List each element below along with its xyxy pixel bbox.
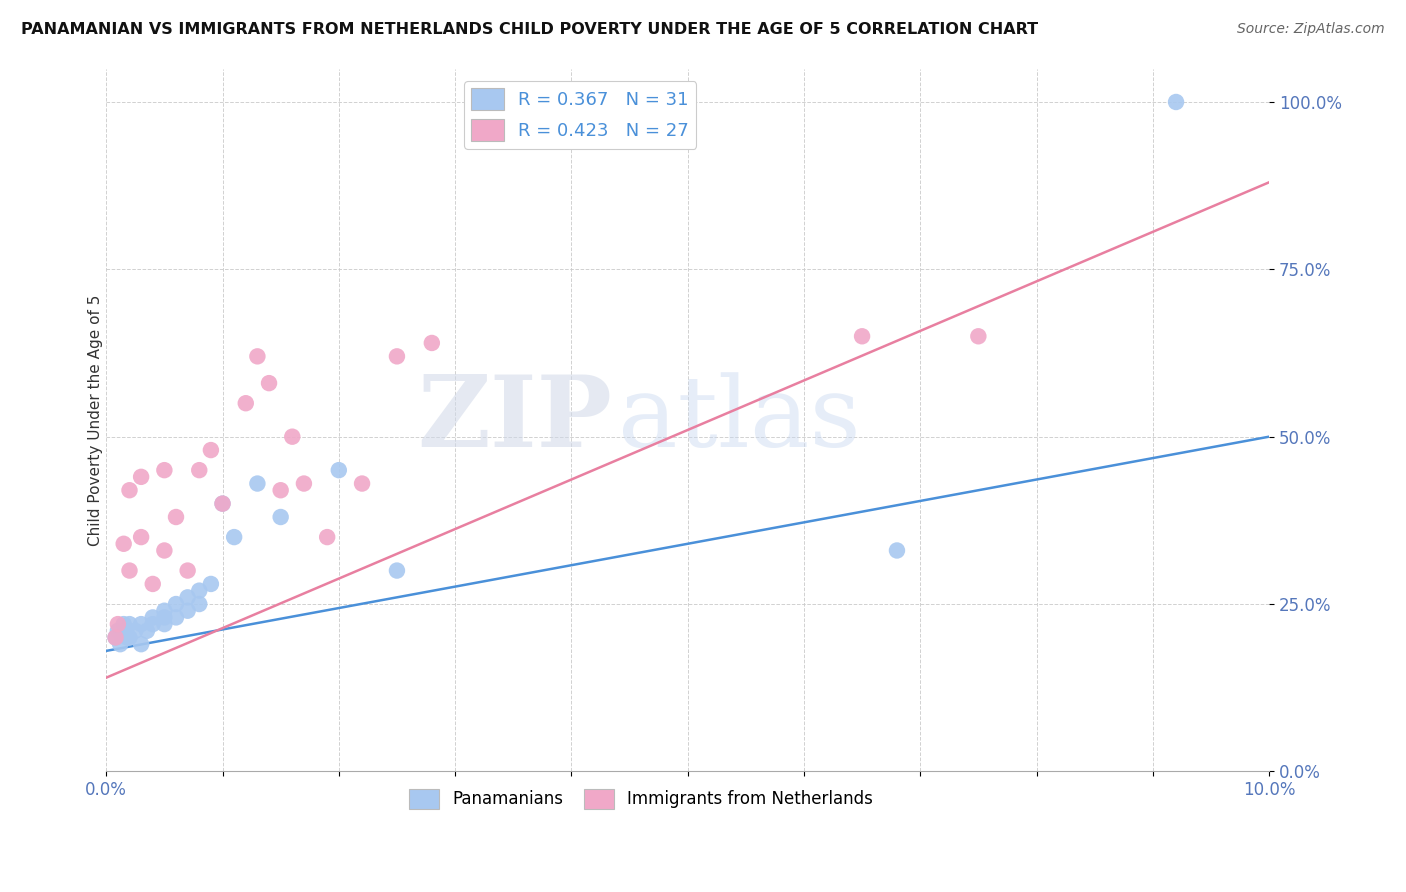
Point	[188, 463, 211, 477]
Point	[200, 443, 222, 458]
Point	[112, 617, 135, 632]
Point	[153, 617, 176, 632]
Point	[118, 617, 141, 632]
Point	[270, 510, 292, 524]
Point	[235, 396, 257, 410]
Point	[115, 631, 138, 645]
Y-axis label: Child Poverty Under the Age of 5: Child Poverty Under the Age of 5	[87, 294, 103, 546]
Point	[224, 530, 246, 544]
Point	[385, 564, 408, 578]
Point	[153, 604, 176, 618]
Text: atlas: atlas	[617, 372, 860, 467]
Point	[352, 476, 374, 491]
Text: Source: ZipAtlas.com: Source: ZipAtlas.com	[1237, 22, 1385, 37]
Point	[129, 617, 152, 632]
Point	[165, 610, 187, 624]
Point	[176, 591, 198, 605]
Point	[104, 631, 127, 645]
Point	[211, 497, 233, 511]
Point	[129, 470, 152, 484]
Point	[153, 463, 176, 477]
Point	[118, 483, 141, 498]
Point	[118, 564, 141, 578]
Point	[118, 631, 141, 645]
Legend: Panamanians, Immigrants from Netherlands: Panamanians, Immigrants from Netherlands	[402, 782, 880, 816]
Point	[316, 530, 339, 544]
Point	[107, 617, 129, 632]
Point	[211, 497, 233, 511]
Point	[420, 335, 443, 350]
Point	[129, 637, 152, 651]
Point	[176, 604, 198, 618]
Point	[292, 476, 315, 491]
Point	[967, 329, 990, 343]
Point	[153, 610, 176, 624]
Point	[108, 637, 131, 651]
Point	[188, 597, 211, 611]
Point	[112, 537, 135, 551]
Point	[129, 530, 152, 544]
Point	[136, 624, 159, 638]
Point	[385, 350, 408, 364]
Point	[176, 564, 198, 578]
Point	[124, 624, 146, 638]
Point	[153, 543, 176, 558]
Point	[142, 610, 165, 624]
Point	[107, 624, 129, 638]
Point	[851, 329, 873, 343]
Point	[270, 483, 292, 498]
Text: PANAMANIAN VS IMMIGRANTS FROM NETHERLANDS CHILD POVERTY UNDER THE AGE OF 5 CORRE: PANAMANIAN VS IMMIGRANTS FROM NETHERLAND…	[21, 22, 1038, 37]
Point	[142, 577, 165, 591]
Point	[281, 430, 304, 444]
Point	[246, 476, 269, 491]
Point	[886, 543, 908, 558]
Point	[165, 510, 187, 524]
Text: ZIP: ZIP	[418, 371, 612, 468]
Point	[328, 463, 350, 477]
Point	[200, 577, 222, 591]
Point	[165, 597, 187, 611]
Point	[1164, 95, 1187, 109]
Point	[188, 583, 211, 598]
Point	[257, 376, 280, 391]
Point	[104, 631, 127, 645]
Point	[246, 350, 269, 364]
Point	[142, 617, 165, 632]
